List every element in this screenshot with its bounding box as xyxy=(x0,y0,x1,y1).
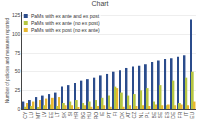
svg-text:25: 25 xyxy=(15,87,21,93)
svg-text:CY: CY xyxy=(22,111,28,119)
svg-text:HR: HR xyxy=(73,111,79,119)
svg-text:SE: SE xyxy=(157,111,163,118)
svg-text:100: 100 xyxy=(12,31,21,37)
svg-text:LV: LV xyxy=(41,111,47,117)
svg-text:125: 125 xyxy=(12,12,21,18)
svg-text:BE: BE xyxy=(151,111,157,118)
svg-text:DK: DK xyxy=(119,111,125,119)
svg-text:LT: LT xyxy=(54,112,60,117)
svg-text:RO: RO xyxy=(93,112,99,120)
svg-text:PT: PT xyxy=(106,112,112,118)
svg-text:SK: SK xyxy=(61,111,67,118)
svg-text:IT: IT xyxy=(183,112,189,116)
svg-text:50: 50 xyxy=(15,68,21,74)
svg-text:BG: BG xyxy=(80,112,86,119)
svg-text:PL: PL xyxy=(144,112,150,118)
svg-text:PaMs with ex post (no ex ante): PaMs with ex post (no ex ante) xyxy=(31,27,100,33)
svg-text:Chart: Chart xyxy=(91,0,108,7)
svg-text:75: 75 xyxy=(15,50,21,56)
svg-text:IE: IE xyxy=(99,111,105,116)
svg-text:Number of policies and measure: Number of policies and measures reported xyxy=(5,17,10,103)
svg-text:NL: NL xyxy=(138,112,144,119)
svg-text:LU: LU xyxy=(28,111,34,118)
svg-text:EE: EE xyxy=(48,111,54,118)
svg-text:MT: MT xyxy=(35,112,41,119)
svg-text:FI: FI xyxy=(112,112,118,116)
svg-text:SI: SI xyxy=(67,112,73,117)
svg-text:PaMs with ex ante and ex post: PaMs with ex ante and ex post xyxy=(31,13,100,19)
svg-text:HU: HU xyxy=(86,111,92,119)
svg-text:EU: EU xyxy=(189,111,195,118)
svg-text:FR: FR xyxy=(177,111,183,118)
svg-text:PaMs with ex ante (no ex post): PaMs with ex ante (no ex post) xyxy=(31,20,100,26)
svg-text:0: 0 xyxy=(17,106,20,112)
svg-text:AT: AT xyxy=(125,112,131,118)
svg-text:ES: ES xyxy=(164,111,170,118)
svg-text:DE: DE xyxy=(170,111,176,119)
svg-text:CZ: CZ xyxy=(131,112,137,119)
